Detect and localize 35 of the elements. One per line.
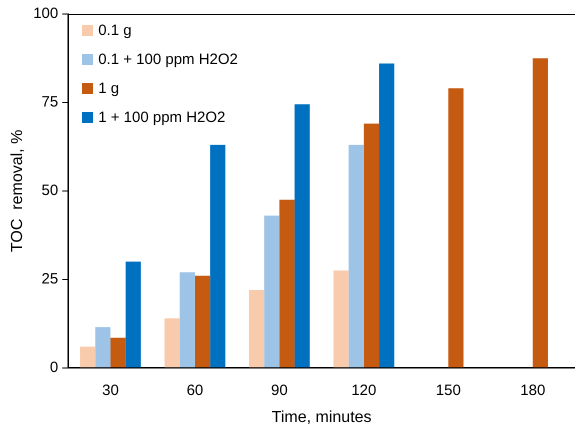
y-tick-label: 50 bbox=[42, 182, 58, 200]
bar bbox=[264, 216, 280, 368]
bar bbox=[379, 64, 394, 368]
y-axis-title: TOC removal, % bbox=[9, 130, 26, 252]
bar bbox=[110, 338, 126, 368]
bar bbox=[164, 318, 180, 368]
x-tick-label: 120 bbox=[351, 382, 376, 399]
bar bbox=[532, 58, 548, 368]
bar bbox=[126, 262, 141, 368]
x-tick-label: 30 bbox=[102, 382, 119, 399]
legend-label: 1 + 100 ppm H2O2 bbox=[98, 109, 226, 126]
bar bbox=[364, 124, 380, 368]
bar bbox=[279, 200, 295, 368]
legend-label: 0.1 + 100 ppm H2O2 bbox=[98, 51, 238, 68]
bar bbox=[194, 276, 210, 368]
bar bbox=[248, 290, 264, 368]
x-tick-label: 60 bbox=[186, 382, 204, 399]
y-tick-label: 100 bbox=[33, 5, 58, 22]
bar bbox=[80, 346, 96, 368]
x-axis-title: Time, minutes bbox=[272, 408, 372, 426]
bar bbox=[348, 144, 364, 368]
y-tick-label: 0 bbox=[50, 358, 58, 376]
bar bbox=[333, 270, 349, 368]
bar bbox=[210, 144, 226, 368]
legend-label: 0.1 g bbox=[98, 22, 132, 39]
x-tick-label: 180 bbox=[520, 382, 546, 399]
bar bbox=[95, 327, 110, 368]
bar bbox=[294, 104, 310, 368]
legend-label: 1 g bbox=[98, 80, 120, 97]
x-tick-label: 150 bbox=[436, 382, 461, 399]
bar bbox=[448, 88, 464, 368]
y-tick-label: 25 bbox=[42, 270, 58, 288]
bar bbox=[180, 272, 195, 368]
y-tick-label: 75 bbox=[42, 94, 58, 111]
x-tick-label: 90 bbox=[271, 382, 288, 399]
